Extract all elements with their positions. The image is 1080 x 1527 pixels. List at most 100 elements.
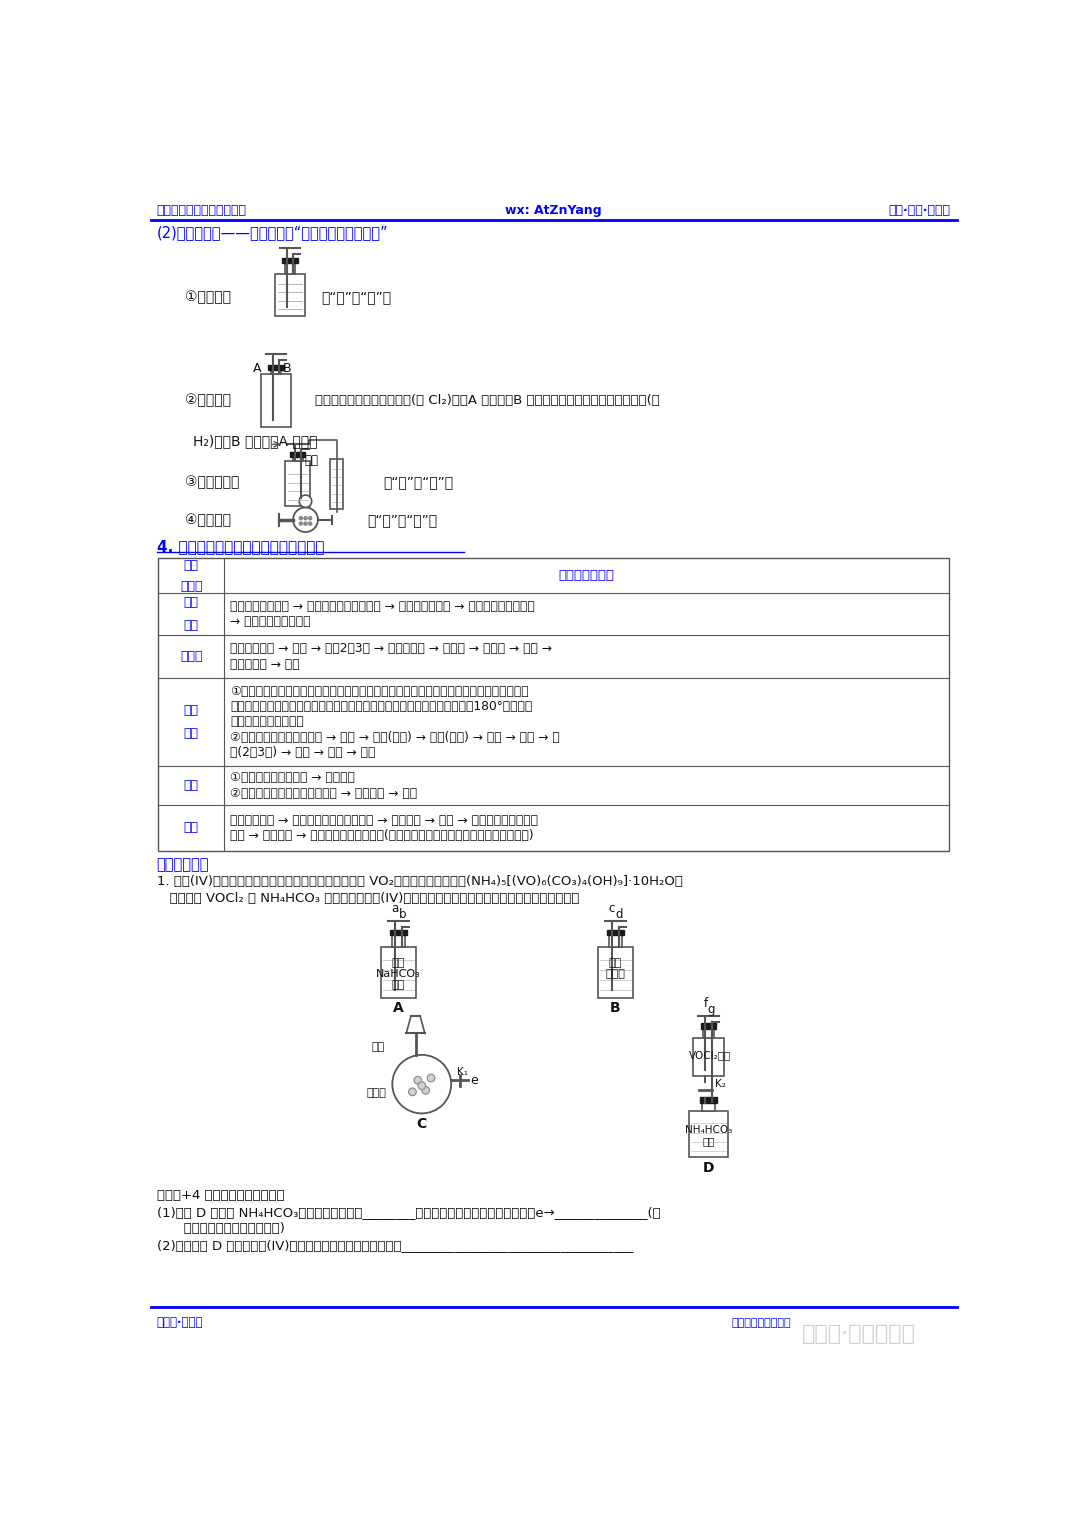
Bar xyxy=(702,1099,715,1112)
Bar xyxy=(285,461,310,505)
Text: 馏分 → 停止加热 → 待冷却后停止通冷凝水(中途加沸石，需停止加热，并冷却后再加入): 馏分 → 停止加热 → 待冷却后停止通冷凝水(中途加沸石，需停止加热，并冷却后再… xyxy=(230,829,534,841)
Text: → 确认不漏水方可使用: → 确认不漏水方可使用 xyxy=(230,615,311,628)
Text: 石灰水: 石灰水 xyxy=(606,970,625,979)
Text: ，贮存密度比空气大的气体(如 Cl₂)时，A 管进气，B 管出气；贮存密度比空气小的气体(如: ，贮存密度比空气大的气体(如 Cl₂)时，A 管进气，B 管出气；贮存密度比空气… xyxy=(314,394,660,406)
Text: ，“长”进“短”出: ，“长”进“短”出 xyxy=(321,290,391,304)
Text: 结晶: 结晶 xyxy=(184,779,199,793)
Bar xyxy=(700,1098,717,1102)
Text: 已知：+4 价钒的化合物易被氧化: 已知：+4 价钒的化合物易被氧化 xyxy=(157,1190,284,1202)
Bar xyxy=(703,1026,714,1038)
Bar xyxy=(609,931,622,947)
Text: ②配制步骤：检查是否漏水 → 计算 → 称量(量取) → 溶解(稀释) → 冷却 → 转移 → 洗: ②配制步骤：检查是否漏水 → 计算 → 称量(量取) → 溶解(稀释) → 冷却… xyxy=(230,731,561,744)
Text: ，“粗”进“细”出: ，“粗”进“细”出 xyxy=(367,513,437,527)
Circle shape xyxy=(293,507,318,531)
Text: 蒸馏: 蒸馏 xyxy=(184,822,199,834)
Bar xyxy=(291,452,306,458)
Text: ①洗气瓶：: ①洗气瓶： xyxy=(186,290,231,304)
Text: ①容量瓶检漏操作：在容量瓶内装入适量水，塞紧瓶塞，用右手食指顶住瓶塞，左手五指托: ①容量瓶检漏操作：在容量瓶内装入适量水，塞紧瓶塞，用右手食指顶住瓶塞，左手五指托 xyxy=(230,684,529,698)
Text: 澄清: 澄清 xyxy=(609,959,622,968)
Bar xyxy=(390,930,407,935)
Bar xyxy=(330,458,342,508)
Text: K₂: K₂ xyxy=(715,1078,726,1089)
Circle shape xyxy=(422,1086,430,1095)
Text: 公众号·化学教与学: 公众号·化学教与学 xyxy=(801,1324,916,1344)
Text: ①蒸发结晶：蒸发结晶 → 趁热过滤: ①蒸发结晶：蒸发结晶 → 趁热过滤 xyxy=(230,771,355,785)
Text: B: B xyxy=(283,362,292,374)
Bar xyxy=(693,1038,724,1077)
Text: 化学实验综合大题逐空突破: 化学实验综合大题逐空突破 xyxy=(157,203,246,217)
Text: 石灰石: 石灰石 xyxy=(366,1089,387,1098)
Circle shape xyxy=(414,1077,422,1084)
Text: 1. 氧钒(IV)碱式碳酸铵晶体难溶于水，是制备热敏材料 VO₂的原料，其化学式为(NH₄)₅[(VO)₆(CO₃)₄(OH)₉]·10H₂O。: 1. 氧钒(IV)碱式碳酸铵晶体难溶于水，是制备热敏材料 VO₂的原料，其化学式… xyxy=(157,875,683,889)
Text: ③量气装置：: ③量气装置： xyxy=(186,475,240,489)
Text: H₂)时，B 管进气，A 管出气: H₂)时，B 管进气，A 管出气 xyxy=(193,434,318,449)
Circle shape xyxy=(418,1081,426,1090)
Bar xyxy=(284,260,296,273)
Text: ，“短”进“长”出: ，“短”进“长”出 xyxy=(383,475,454,489)
Text: c: c xyxy=(608,902,615,915)
Text: 饱和: 饱和 xyxy=(392,959,405,968)
Bar xyxy=(293,455,302,461)
Text: wx: AtZnYang: wx: AtZnYang xyxy=(505,203,602,217)
Circle shape xyxy=(408,1089,416,1096)
Circle shape xyxy=(392,1055,451,1113)
Text: D: D xyxy=(703,1161,714,1176)
Circle shape xyxy=(303,522,307,525)
Text: 放液或滴定 → 记录: 放液或滴定 → 记录 xyxy=(230,658,300,670)
Text: A: A xyxy=(393,1002,404,1015)
Text: d: d xyxy=(616,907,623,921)
Text: K₁: K₁ xyxy=(457,1067,469,1077)
Bar xyxy=(261,374,291,426)
Text: (2)接口的连接——总体原则：“自下而上，从左到右”: (2)接口的连接——总体原则：“自下而上，从左到右” xyxy=(157,224,389,240)
Text: 湖北·武汉·杨老师: 湖北·武汉·杨老师 xyxy=(889,203,950,217)
Text: 分液
漏斗: 分液 漏斗 xyxy=(184,596,199,632)
Text: NaHCO₃: NaHCO₃ xyxy=(376,970,421,979)
Text: C: C xyxy=(417,1118,427,1132)
Text: f: f xyxy=(703,997,707,1011)
Text: 溶液: 溶液 xyxy=(702,1136,715,1147)
Text: 实验室以 VOCl₂ 和 NH₄HCO₃ 为原料制备氧钒(IV)碱式碳酸铵晶体的装置如图所示，回答下列问题：: 实验室以 VOCl₂ 和 NH₄HCO₃ 为原料制备氧钒(IV)碱式碳酸铵晶体的… xyxy=(157,892,579,906)
Text: a: a xyxy=(391,902,399,915)
Text: ④干燥管：: ④干燥管： xyxy=(186,513,231,527)
Bar xyxy=(268,365,284,371)
Text: 检查是否漏水 → 洗涤 → 润洗2～3次 → 注入待装液 → 排气泡 → 调液面 → 记录 →: 检查是否漏水 → 洗涤 → 润洗2～3次 → 注入待装液 → 排气泡 → 调液面… xyxy=(230,643,552,655)
Bar xyxy=(598,947,633,997)
Text: 仪器
或操作: 仪器 或操作 xyxy=(180,559,202,592)
Circle shape xyxy=(299,516,302,519)
Text: A: A xyxy=(253,362,261,374)
Text: 溶液
配制: 溶液 配制 xyxy=(184,704,199,741)
Text: 滴定管: 滴定管 xyxy=(180,651,202,663)
Bar xyxy=(607,930,624,935)
Circle shape xyxy=(303,516,307,519)
Circle shape xyxy=(428,1073,435,1081)
Text: 涤(2～3次) → 定容 → 摇匀 → 装瓶: 涤(2～3次) → 定容 → 摇匀 → 装瓶 xyxy=(230,747,376,759)
Bar xyxy=(275,273,305,316)
Circle shape xyxy=(299,522,302,525)
Text: ②冷却结晶：溶液表面产生晶膜 → 冷却结晶 → 过滤: ②冷却结晶：溶液表面产生晶膜 → 冷却结晶 → 过滤 xyxy=(230,786,418,800)
Text: 住容量瓶底，将其倒置，检查是否漏水。若不漏水，将瓶正立且将瓶塞旋转180°后，再次: 住容量瓶底，将其倒置，检查是否漏水。若不漏水，将瓶正立且将瓶塞旋转180°后，再… xyxy=(230,699,532,713)
Text: e: e xyxy=(470,1073,477,1087)
Bar xyxy=(381,947,416,997)
Text: 气流方向，用小写字母表示): 气流方向，用小写字母表示) xyxy=(171,1222,284,1235)
Circle shape xyxy=(309,516,312,519)
Text: VOCl₂溶液: VOCl₂溶液 xyxy=(689,1051,731,1060)
Text: NH₄HCO₃: NH₄HCO₃ xyxy=(685,1125,732,1136)
Text: (1)装置 D 中盛放 NH₄HCO₃溶液的仪器名称是________；上述装置依次连接的合理顺序为e→______________(接: (1)装置 D 中盛放 NH₄HCO₃溶液的仪器名称是________；上述装置… xyxy=(157,1206,660,1219)
Text: 盐酸: 盐酸 xyxy=(372,1043,384,1052)
Text: g: g xyxy=(707,1003,715,1015)
Text: 赵努力·赵考进: 赵努力·赵考进 xyxy=(157,1316,203,1330)
Circle shape xyxy=(299,495,312,507)
Bar xyxy=(689,1112,728,1157)
Bar xyxy=(159,559,948,851)
Bar xyxy=(392,931,405,947)
Text: 检漏的操作：加水 → 检查旋塞芯处是否漏水 → 将漏斗倒转过来 → 检查玻璃塞是否漏水: 检漏的操作：加水 → 检查旋塞芯处是否漏水 → 将漏斗倒转过来 → 检查玻璃塞是… xyxy=(230,600,535,612)
Text: 【题组训练】: 【题组训练】 xyxy=(157,857,210,872)
Bar xyxy=(271,368,282,374)
Text: ②贮气瓶：: ②贮气瓶： xyxy=(186,394,231,408)
Text: b: b xyxy=(399,907,406,921)
Circle shape xyxy=(309,522,312,525)
Text: 操作要点及顺序: 操作要点及顺序 xyxy=(558,570,615,582)
Bar xyxy=(701,1023,716,1029)
Text: 溶液: 溶液 xyxy=(392,980,405,989)
Text: 4. 实验仪器使用和实验操作的相关排序: 4. 实验仪器使用和实验操作的相关排序 xyxy=(157,539,324,554)
